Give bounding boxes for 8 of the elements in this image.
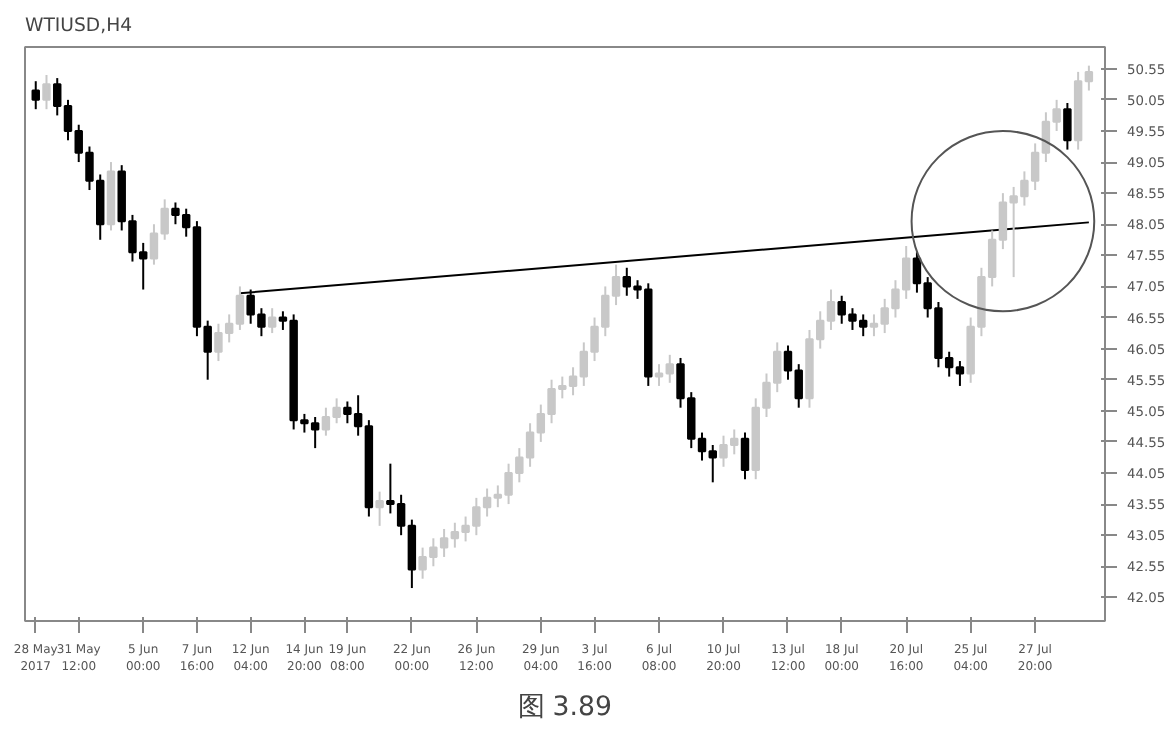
- candlestick: [375, 490, 384, 527]
- chart-title: WTIUSD,H4: [25, 15, 133, 37]
- candlestick: [31, 80, 40, 111]
- candlestick: [42, 73, 51, 111]
- caption: 图 3.89: [518, 693, 612, 723]
- candlestick: [740, 431, 750, 481]
- candlestick: [1063, 101, 1072, 151]
- candlestick: [267, 307, 277, 335]
